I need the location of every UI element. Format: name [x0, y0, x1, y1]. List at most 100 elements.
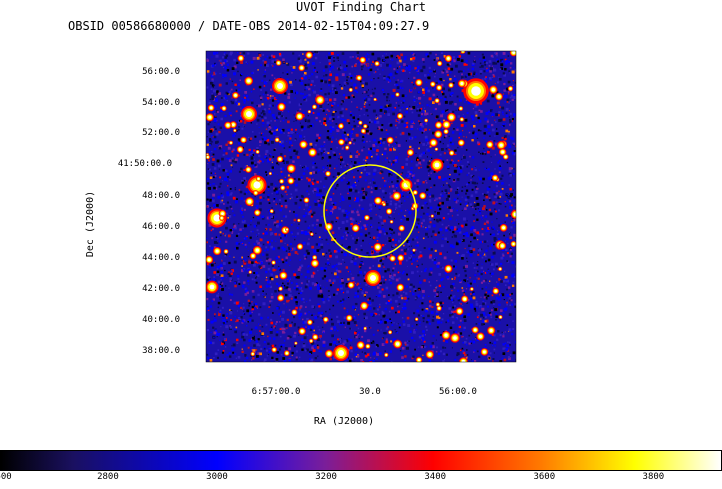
star — [291, 309, 298, 316]
star — [356, 341, 365, 350]
star — [443, 128, 449, 135]
sky-noise — [206, 51, 516, 362]
y-tick-label: 54:00.0 — [142, 98, 180, 108]
star — [393, 339, 403, 349]
stars — [206, 51, 516, 362]
star — [396, 113, 404, 120]
star — [285, 227, 289, 232]
star — [241, 106, 257, 122]
sky-image — [206, 51, 516, 362]
y-tick-label: 42:00.0 — [142, 284, 180, 294]
y-tick-label: 46:00.0 — [142, 222, 180, 232]
star — [206, 154, 211, 160]
star — [459, 357, 468, 362]
star — [389, 255, 396, 262]
star — [206, 280, 219, 294]
star — [471, 326, 479, 334]
star — [412, 248, 416, 252]
star — [345, 145, 350, 150]
star — [397, 254, 405, 262]
y-tick-label: 40:00.0 — [142, 315, 180, 325]
star — [358, 120, 363, 125]
star — [247, 175, 267, 195]
star — [455, 307, 464, 316]
star — [444, 264, 453, 273]
star — [254, 209, 261, 216]
star — [457, 79, 466, 88]
star — [271, 346, 277, 353]
star — [435, 302, 440, 307]
x-tick-label: 30.0 — [359, 387, 381, 397]
star — [469, 287, 474, 291]
star — [223, 249, 229, 254]
star — [442, 120, 451, 129]
star — [419, 192, 427, 200]
y-tick-label: 52:00.0 — [142, 128, 180, 138]
star — [249, 252, 257, 260]
x-axis-ticks: 6:57:00.0 30.0 56:00.0 — [252, 387, 477, 397]
star — [498, 314, 503, 320]
star — [286, 164, 296, 173]
star — [268, 171, 272, 176]
star — [345, 314, 353, 322]
star — [307, 110, 312, 114]
star — [507, 85, 514, 92]
star — [424, 118, 429, 123]
star — [502, 154, 509, 160]
star — [224, 121, 232, 129]
star — [415, 356, 423, 362]
star — [322, 316, 329, 323]
star — [245, 197, 254, 206]
y-tick-label: 41:50:00.0 — [118, 159, 172, 169]
star — [459, 117, 465, 122]
star — [276, 155, 284, 163]
y-tick-label: 38:00.0 — [142, 346, 180, 356]
star — [430, 214, 435, 218]
star — [287, 177, 295, 185]
star — [498, 242, 507, 250]
star — [278, 286, 283, 291]
star — [233, 128, 237, 133]
star — [436, 305, 442, 311]
star — [312, 333, 319, 341]
colorbar-tick-label: 3400 — [424, 472, 447, 482]
star — [374, 60, 380, 67]
colorbar-tick-label: 2600 — [0, 472, 12, 482]
star — [252, 190, 259, 196]
star — [436, 60, 443, 67]
star — [446, 112, 456, 122]
star — [347, 281, 355, 289]
chart-subtitle: OBSID 00586680000 / DATE-OBS 2014-02-15T… — [68, 19, 430, 33]
star — [272, 78, 288, 94]
star — [360, 301, 369, 310]
star — [275, 60, 282, 66]
star — [385, 208, 393, 215]
star — [415, 78, 423, 87]
star — [307, 319, 313, 326]
star — [489, 85, 498, 94]
star — [218, 209, 227, 218]
star — [310, 259, 319, 268]
star — [297, 218, 301, 223]
star — [295, 112, 304, 121]
star — [392, 191, 402, 201]
star — [434, 98, 440, 104]
star — [457, 139, 465, 147]
star — [305, 51, 313, 59]
y-axis-ticks: 56:00.0 54:00.0 52:00.0 41:50:00.0 48:00… — [118, 67, 180, 356]
star — [240, 136, 247, 144]
star — [384, 352, 389, 358]
star — [396, 283, 405, 292]
colorbar — [0, 450, 722, 471]
star — [283, 350, 290, 357]
star — [460, 51, 466, 54]
source-region-circle — [323, 164, 417, 258]
star — [388, 330, 393, 335]
star — [348, 87, 353, 92]
chart-title: UVOT Finding Chart — [295, 0, 427, 14]
star — [480, 348, 489, 356]
star — [356, 74, 363, 81]
star — [219, 215, 225, 221]
star — [373, 97, 377, 102]
plot-frame — [205, 50, 517, 363]
